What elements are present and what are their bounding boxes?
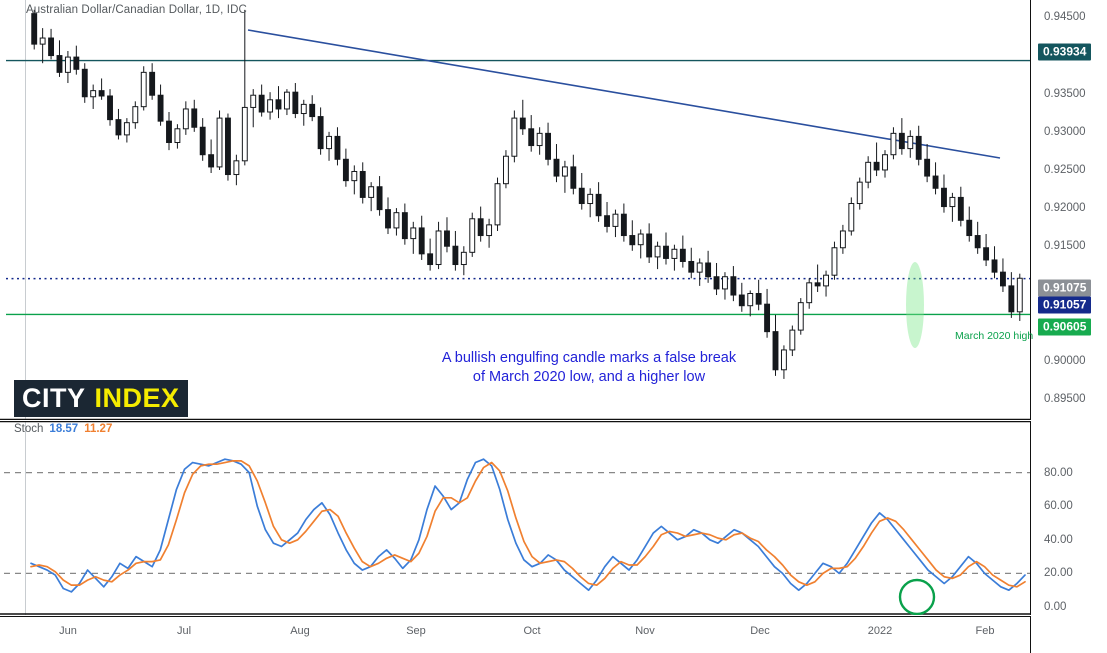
price-axis-right[interactable]: 0.94500 0.93500 0.93000 0.92500 0.92000 0.915… (1030, 0, 1107, 420)
chart-annotation: A bullish engulfing candle marks a false… (424, 349, 754, 387)
symbol-title: Australian Dollar/Canadian Dollar, 1D, I… (26, 4, 247, 16)
resistance-tag[interactable]: 0.93934 (1038, 43, 1092, 61)
time-axis-tick: Nov (635, 625, 655, 637)
time-axis-tick: Aug (290, 625, 310, 637)
time-axis-tick: 2022 (867, 625, 893, 637)
price-chart-panel[interactable]: Australian Dollar/Canadian Dollar, 1D, I… (0, 0, 1107, 420)
stochastic-d-value: 11.27 (84, 423, 113, 435)
annotation-line-2: of March 2020 low, and a higher low (472, 369, 706, 385)
price-axis-tick: 0.92500 (1044, 163, 1086, 176)
time-axis-tick: Jun (59, 625, 77, 637)
stochastic-axis-tick: 0.00 (1044, 601, 1067, 613)
stochastic-axis-tick: 80.00 (1044, 466, 1073, 479)
price-axis-tick: 0.91500 (1044, 240, 1086, 253)
time-axis-tick: Oct (523, 625, 541, 637)
price-axis-tick: 0.92000 (1044, 202, 1086, 215)
time-axis-tick: Feb (975, 625, 995, 637)
time-axis-tick: Dec (750, 625, 770, 637)
stochastic-panel[interactable]: Stoch 18.57 11.27 80.00 60.00 40.00 20.00 0.00 (0, 421, 1107, 615)
march-2020-high-label: March 2020 high (955, 330, 1034, 342)
stochastic-label: Stoch (14, 423, 44, 435)
stochastic-axis-tick: 20.00 (1044, 567, 1073, 580)
time-axis-tick: Sep (406, 625, 426, 637)
price-axis-tick: 0.90000 (1044, 354, 1086, 367)
time-axis[interactable]: Jun Jul Aug Sep Oct Nov Dec 2022 Feb (0, 616, 1107, 653)
stochastic-plot-area (0, 421, 1031, 615)
time-axis-divider (1030, 616, 1031, 653)
logo-index-text: INDEX (94, 383, 180, 413)
price-axis-tick: 0.93000 (1044, 125, 1086, 138)
stochastic-axis-right[interactable]: 80.00 60.00 40.00 20.00 0.00 (1030, 421, 1107, 615)
stochastic-k-value: 18.57 (49, 423, 79, 435)
prior-close-tag[interactable]: 0.91075 (1038, 279, 1092, 297)
price-axis-tick: 0.93500 (1044, 87, 1086, 100)
time-axis-tick: Jul (176, 625, 192, 637)
city-index-logo: CITY INDEX (14, 380, 188, 417)
stochastic-axis-tick: 60.00 (1044, 500, 1073, 513)
logo-city-text: CITY (22, 383, 86, 413)
last-price-tag[interactable]: 0.91057 (1038, 296, 1092, 314)
support-tag[interactable]: 0.90605 (1038, 318, 1092, 336)
stochastic-axis-tick: 40.00 (1044, 533, 1073, 546)
price-plot-area (0, 0, 1031, 420)
price-axis-tick: 0.94500 (1044, 11, 1086, 24)
stochastic-legend: Stoch 18.57 11.27 (14, 423, 112, 435)
annotation-line-1: A bullish engulfing candle marks a false… (441, 350, 737, 366)
price-axis-tick: 0.89500 (1044, 392, 1086, 405)
time-axis-rule (0, 616, 1030, 617)
